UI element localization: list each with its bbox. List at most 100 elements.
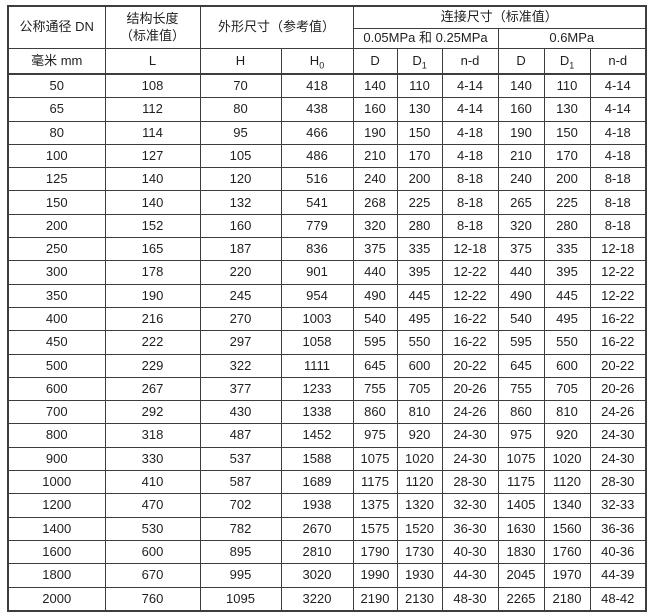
value-cell: 48-42 [589,586,647,612]
value-cell: 4-18 [441,143,499,169]
value-cell: 1990 [352,563,398,588]
value-cell: 1175 [352,470,398,495]
value-cell: 755 [497,376,545,402]
value-cell: 755 [352,376,398,402]
value-cell: 170 [396,143,443,169]
header-nominal-diameter: 公称通径 DN [7,5,106,49]
value-cell: 240 [497,167,545,192]
value-cell: 16-22 [441,306,499,332]
dn-cell: 50 [7,73,106,99]
dn-cell: 100 [7,143,106,169]
value-cell: 190 [104,283,201,308]
value-cell: 140 [352,73,398,99]
value-cell: 48-30 [441,586,499,612]
value-cell: 975 [497,423,545,448]
value-cell: 1520 [396,516,443,541]
value-cell: 595 [497,330,545,355]
table-row: 700 292 430 1338 860 810 24-26 860 810 24-26 [7,400,647,425]
unit-header-col-4: D [352,48,398,75]
value-cell: 140 [497,73,545,99]
value-cell: 1058 [280,330,354,355]
value-cell: 12-18 [589,237,647,262]
value-cell: 486 [280,143,354,169]
value-cell: 600 [104,539,201,565]
value-cell: 530 [104,516,201,541]
value-cell: 860 [497,400,545,425]
value-cell: 152 [104,213,201,239]
value-cell: 782 [199,516,282,541]
table-row: 300 178 220 901 440 395 12-22 440 395 12-22 [7,260,647,285]
value-cell: 4-14 [589,73,647,99]
value-cell: 297 [199,330,282,355]
value-cell: 292 [104,400,201,425]
value-cell: 160 [199,213,282,239]
value-cell: 140 [104,167,201,192]
value-cell: 920 [396,423,443,448]
value-cell: 1120 [543,470,591,495]
value-cell: 1790 [352,539,398,565]
value-cell: 44-30 [441,563,499,588]
value-cell: 1111 [280,353,354,378]
value-cell: 160 [352,97,398,122]
table-row: 2000 760 1095 3220 2190 2130 48-30 2265 2180 48-4… [7,586,647,612]
value-cell: 210 [352,143,398,169]
value-cell: 12-22 [589,283,647,308]
value-cell: 335 [543,237,591,262]
unit-header-col-7: D [497,48,545,75]
value-cell: 466 [280,120,354,145]
value-cell: 705 [543,376,591,402]
value-cell: 2130 [396,586,443,612]
value-cell: 178 [104,260,201,285]
table-row: 1000 410 587 1689 1175 1120 28-30 1175 1120 28-30 [7,470,647,495]
value-cell: 490 [497,283,545,308]
value-cell: 440 [352,260,398,285]
value-cell: 4-18 [589,120,647,145]
value-cell: 16-22 [441,330,499,355]
unit-header-col-0: 毫米 mm [7,48,106,75]
value-cell: 490 [352,283,398,308]
value-cell: 190 [497,120,545,145]
value-cell: 595 [352,330,398,355]
value-cell: 705 [396,376,443,402]
value-cell: 1120 [396,470,443,495]
value-cell: 268 [352,190,398,215]
value-cell: 20-26 [589,376,647,402]
value-cell: 110 [543,73,591,99]
dn-cell: 1000 [7,470,106,495]
value-cell: 537 [199,446,282,472]
value-cell: 200 [543,167,591,192]
value-cell: 550 [543,330,591,355]
value-cell: 20-22 [589,353,647,378]
value-cell: 540 [497,306,545,332]
value-cell: 140 [104,190,201,215]
value-cell: 8-18 [441,213,499,239]
value-cell: 1338 [280,400,354,425]
value-cell: 200 [396,167,443,192]
value-cell: 4-18 [589,143,647,169]
value-cell: 170 [543,143,591,169]
dn-cell: 1200 [7,493,106,518]
value-cell: 12-22 [441,283,499,308]
value-cell: 1689 [280,470,354,495]
value-cell: 1075 [497,446,545,472]
dn-cell: 80 [7,120,106,145]
dn-cell: 350 [7,283,106,308]
table-row: 800 318 487 1452 975 920 24-30 975 920 24-30 [7,423,647,448]
value-cell: 330 [104,446,201,472]
value-cell: 24-30 [441,423,499,448]
value-cell: 108 [104,73,201,99]
value-cell: 1588 [280,446,354,472]
value-cell: 587 [199,470,282,495]
header-structural-length-line1: 结构长度 [126,11,179,27]
dn-cell: 150 [7,190,106,215]
value-cell: 516 [280,167,354,192]
header-structural-length: 结构长度 （标准值） [104,5,201,49]
value-cell: 270 [199,306,282,332]
value-cell: 410 [104,470,201,495]
value-cell: 550 [396,330,443,355]
dn-cell: 65 [7,97,106,122]
value-cell: 112 [104,97,201,122]
value-cell: 165 [104,237,201,262]
value-cell: 2180 [543,586,591,612]
value-cell: 810 [543,400,591,425]
